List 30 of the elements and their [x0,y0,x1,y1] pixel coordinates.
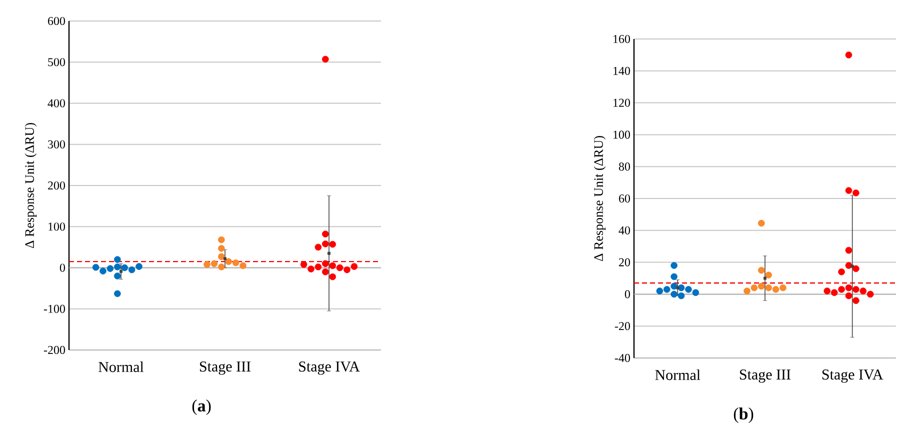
y-tick-label: 0 [624,290,630,298]
text: (a) [192,400,211,415]
y-tick-label: 100 [48,222,66,231]
y-tick-label: 40 [618,226,630,234]
y-tick-label: 160 [614,34,630,44]
x-tick-label: Normal [98,362,144,372]
y-tick-label: 300 [48,140,66,148]
y-tick-label: 140 [614,66,630,75]
y-tick-label: 100 [614,130,630,139]
y-tick-label: 80 [618,162,630,171]
y-axis-title: Δ Response Unit (ΔRU) [594,136,606,262]
y-tick-label: 0 [60,264,66,272]
x-tick-label: Stage III [740,370,790,383]
y-axis-title: Δ Response Unit (ΔRU) [24,123,37,248]
text: (b) [734,408,754,423]
x-tick-label: Stage III [200,362,251,375]
x-tick-label: Stage IVA [822,370,884,383]
y-tick-label: 500 [48,58,66,66]
y-tick-label: -20 [614,322,630,330]
y-tick-label: -100 [44,304,66,313]
y-tick-label: 120 [614,98,630,107]
x-tick-label: Normal [655,370,700,380]
y-tick-label: 600 [48,16,66,26]
y-tick-label: 400 [48,99,66,108]
x-tick-label: Stage IVA [299,362,360,375]
y-tick-label: 20 [619,258,630,266]
y-tick-label: 60 [618,194,630,203]
y-tick-label: -40 [614,354,630,362]
y-tick-label: -200 [44,346,66,354]
y-tick-label: 200 [48,181,66,190]
